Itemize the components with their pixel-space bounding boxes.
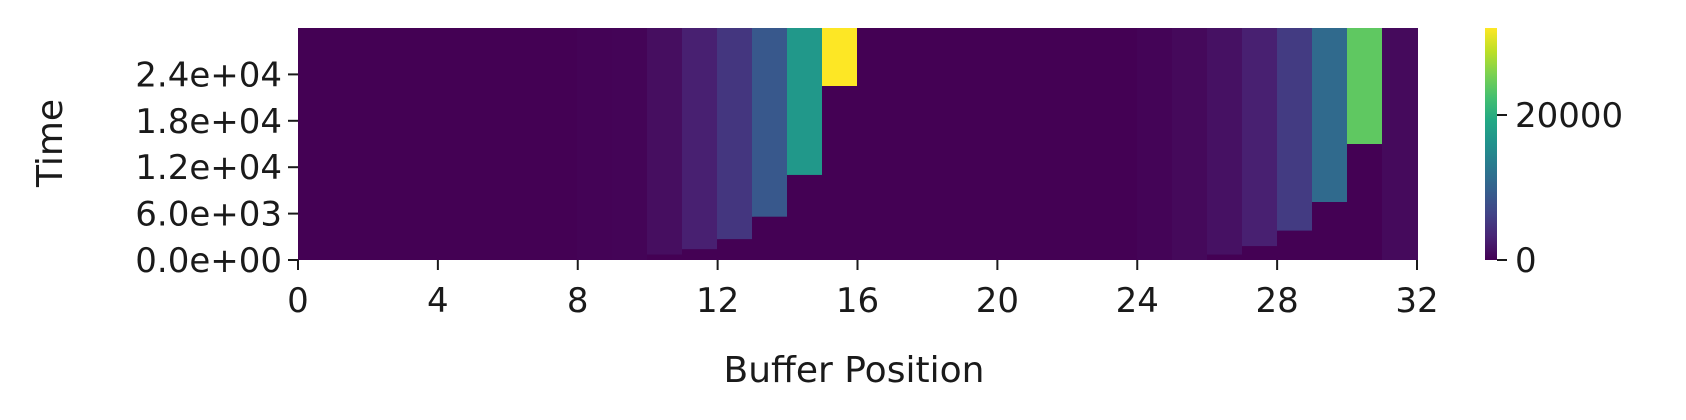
- heatmap-cell: [997, 28, 1034, 260]
- heatmap-cell: [612, 28, 649, 260]
- heatmap-cell: [1032, 28, 1069, 260]
- heatmap-cell: [577, 28, 614, 260]
- heatmap-cell: [752, 216, 789, 260]
- heatmap-cell: [1312, 202, 1349, 260]
- heatmap-cell: [402, 28, 439, 260]
- heatmap-cell: [298, 28, 334, 260]
- heatmap-cell: [1382, 28, 1418, 260]
- x-tick-label: 20: [976, 281, 1019, 321]
- x-tick-label: 4: [427, 281, 449, 321]
- heatmap-cell: [682, 28, 719, 250]
- heatmap-cell: [787, 174, 824, 260]
- heatmap-cell: [822, 28, 859, 86]
- y-axis-label: Time: [30, 99, 71, 188]
- heatmap-cell: [1242, 28, 1279, 247]
- heatmap-cell: [927, 28, 964, 260]
- heatmap-cell: [717, 28, 754, 240]
- x-tick-label: 8: [567, 281, 589, 321]
- heatmap-cell: [1067, 28, 1104, 260]
- heatmap-cell: [647, 28, 684, 255]
- heatmap-cell: [1102, 28, 1139, 260]
- heatmap-cell: [1347, 28, 1384, 144]
- heatmap-cell: [1137, 28, 1174, 260]
- heatmap-cell: [1277, 28, 1314, 231]
- heatmap-cell: [682, 249, 719, 260]
- heatmap-cell: [437, 28, 474, 260]
- heatmap-cell: [857, 28, 894, 260]
- colorbar-ticks: 0 20000: [1497, 96, 1623, 281]
- heatmap-cell: [787, 28, 824, 175]
- x-tick-label: 0: [287, 281, 309, 321]
- heatmap-cell: [962, 28, 999, 260]
- x-tick-label: 32: [1395, 281, 1438, 321]
- heatmap-cell: [1312, 28, 1349, 202]
- colorbar-tick-label: 0: [1515, 241, 1537, 281]
- heatmap-cell: [542, 28, 579, 260]
- heatmap-cell: [1207, 254, 1244, 260]
- heatmap-cell: [472, 28, 509, 260]
- y-tick-label: 2.4e+04: [135, 55, 282, 95]
- colorbar: [1485, 28, 1497, 260]
- y-tick-label: 0.0e+00: [135, 241, 282, 281]
- heatmap-cell: [1277, 230, 1314, 260]
- heatmap-cell: [717, 239, 754, 260]
- heatmap-cell: [1172, 28, 1209, 260]
- x-tick-label: 16: [836, 281, 879, 321]
- heatmap-cell: [647, 254, 684, 260]
- heatmap-cell: [332, 28, 369, 260]
- colorbar-tick-label: 20000: [1515, 96, 1623, 136]
- y-tick-label: 1.8e+04: [135, 102, 282, 142]
- heatmap-cells: [298, 28, 1418, 260]
- x-axis-ticks: 0 4 8 12 16 20 24 28 32: [287, 260, 1439, 321]
- x-tick-label: 28: [1255, 281, 1298, 321]
- heatmap-cell: [507, 28, 544, 260]
- y-axis-ticks: 0.0e+00 6.0e+03 1.2e+04 1.8e+04 2.4e+04: [135, 55, 298, 281]
- heatmap-cell: [1347, 144, 1384, 260]
- heatmap-cell: [1242, 246, 1279, 260]
- heatmap-cell: [892, 28, 929, 260]
- heatmap-cell: [1207, 28, 1244, 255]
- heatmap-cell: [822, 86, 859, 260]
- x-axis-label: Buffer Position: [724, 350, 985, 391]
- x-tick-label: 24: [1116, 281, 1159, 321]
- x-tick-label: 12: [696, 281, 739, 321]
- heatmap-cell: [367, 28, 404, 260]
- y-tick-label: 6.0e+03: [135, 195, 282, 235]
- y-tick-label: 1.2e+04: [135, 148, 282, 188]
- heatmap-cell: [752, 28, 789, 217]
